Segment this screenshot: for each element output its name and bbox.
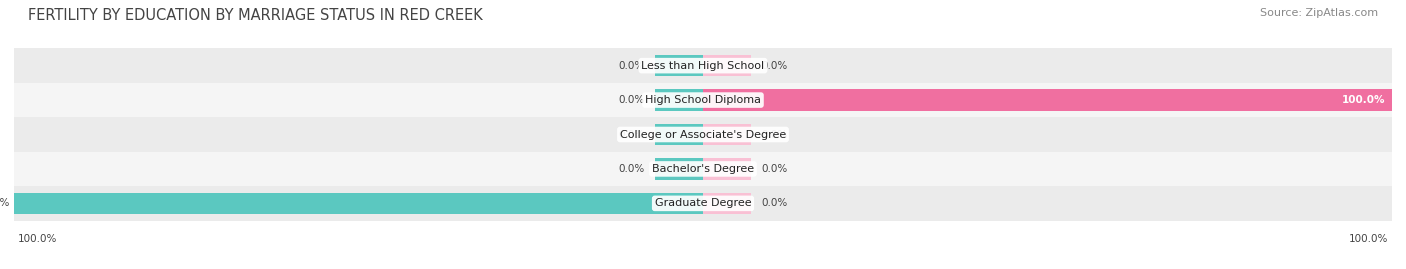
Bar [14,193,703,214]
Text: 0.0%: 0.0% [762,198,787,208]
Text: 100.0%: 100.0% [17,234,56,244]
Bar [655,89,703,111]
Bar [14,152,1392,186]
Text: 0.0%: 0.0% [762,164,787,174]
Text: 0.0%: 0.0% [762,61,787,71]
Text: 100.0%: 100.0% [0,198,11,208]
Legend: Married, Unmarried: Married, Unmarried [623,268,783,269]
Bar [703,124,751,145]
Bar [14,48,1392,83]
Bar [703,89,751,111]
Text: 0.0%: 0.0% [619,61,644,71]
Text: 0.0%: 0.0% [762,129,787,140]
Bar [703,193,751,214]
Bar [655,124,703,145]
Text: FERTILITY BY EDUCATION BY MARRIAGE STATUS IN RED CREEK: FERTILITY BY EDUCATION BY MARRIAGE STATU… [28,8,482,23]
Text: Source: ZipAtlas.com: Source: ZipAtlas.com [1260,8,1378,18]
Bar [655,55,703,76]
Text: 0.0%: 0.0% [619,129,644,140]
Bar [14,186,1392,221]
Text: College or Associate's Degree: College or Associate's Degree [620,129,786,140]
Bar [703,55,751,76]
Text: 0.0%: 0.0% [619,164,644,174]
Bar [14,83,1392,117]
Bar [703,158,751,180]
Text: Graduate Degree: Graduate Degree [655,198,751,208]
Text: 0.0%: 0.0% [619,95,644,105]
Text: 100.0%: 100.0% [1350,234,1389,244]
Text: Less than High School: Less than High School [641,61,765,71]
Bar [14,117,1392,152]
Text: High School Diploma: High School Diploma [645,95,761,105]
Bar [655,193,703,214]
Bar [703,89,1392,111]
Text: Bachelor's Degree: Bachelor's Degree [652,164,754,174]
Text: 100.0%: 100.0% [1341,95,1385,105]
Bar [655,158,703,180]
